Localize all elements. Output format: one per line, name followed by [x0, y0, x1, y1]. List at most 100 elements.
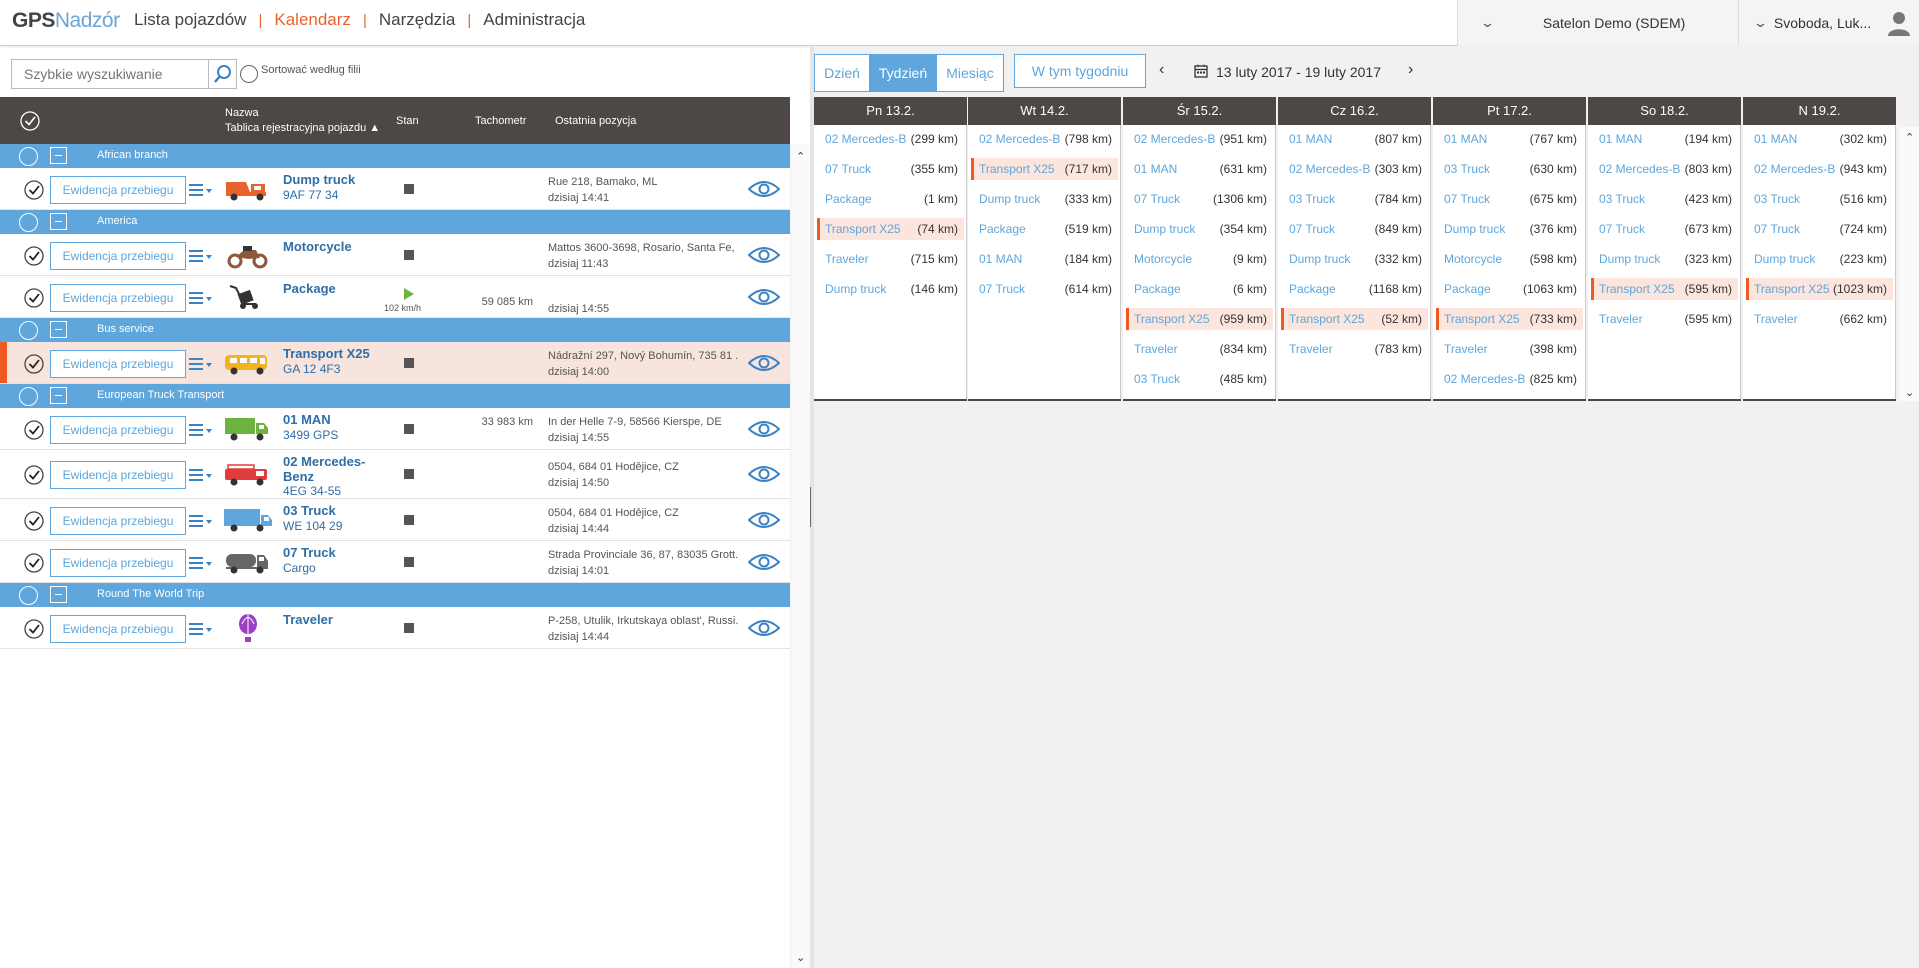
trip-vehicle-name[interactable]: Dump truck	[979, 192, 1041, 206]
trip-entry[interactable]: Package (6 km)	[1126, 278, 1273, 300]
this-week-button[interactable]: W tym tygodniu	[1014, 54, 1146, 88]
trip-vehicle-name[interactable]: Traveler	[1754, 312, 1798, 326]
eye-icon[interactable]	[747, 287, 781, 307]
vehicle-checkbox[interactable]	[24, 465, 44, 485]
trip-entry[interactable]: 07 Truck (849 km)	[1281, 218, 1428, 240]
select-all-checkbox[interactable]	[20, 111, 40, 131]
view-week-button[interactable]: Tydzień	[870, 54, 936, 92]
trip-vehicle-name[interactable]: 03 Truck	[1134, 372, 1181, 386]
trip-vehicle-name[interactable]: 07 Truck	[1134, 192, 1181, 206]
trip-vehicle-name[interactable]: 01 MAN	[1754, 132, 1798, 146]
trip-vehicle-name[interactable]: Traveler	[1599, 312, 1643, 326]
eye-icon[interactable]	[747, 179, 781, 199]
trip-vehicle-name[interactable]: Transport X25	[1444, 312, 1520, 326]
trip-vehicle-name[interactable]: 01 MAN	[1444, 132, 1488, 146]
trip-entry[interactable]: 01 MAN (807 km)	[1281, 128, 1428, 150]
trip-entry[interactable]: 02 Mercedes-B (803 km)	[1591, 158, 1738, 180]
splitter-handle-icon[interactable]	[810, 487, 813, 527]
trip-vehicle-name[interactable]: Dump truck	[1289, 252, 1351, 266]
trip-entry[interactable]: 03 Truck (784 km)	[1281, 188, 1428, 210]
trip-entry[interactable]: 07 Truck (673 km)	[1591, 218, 1738, 240]
mileage-record-button[interactable]: Ewidencja przebiegu	[50, 415, 186, 444]
collapse-group-icon[interactable]	[50, 586, 67, 603]
trip-entry[interactable]: Transport X25 (595 km)	[1591, 278, 1738, 300]
vehicle-row[interactable]: Ewidencja przebiegu Package 102 km/h 59 085…	[0, 276, 790, 318]
nav-vehicle-list[interactable]: Lista pojazdów	[134, 10, 247, 29]
vehicle-checkbox[interactable]	[24, 618, 44, 639]
eye-icon[interactable]	[747, 353, 781, 373]
trip-vehicle-name[interactable]: Dump truck	[1754, 252, 1816, 266]
vehicle-menu-icon[interactable]	[188, 619, 214, 639]
trip-vehicle-name[interactable]: Package	[1134, 282, 1181, 296]
vehicle-checkbox[interactable]	[24, 419, 44, 440]
trip-vehicle-name[interactable]: 02 Mercedes-B	[979, 132, 1061, 146]
trip-entry[interactable]: 02 Mercedes-B (798 km)	[971, 128, 1118, 150]
trip-entry[interactable]: 03 Truck (516 km)	[1746, 188, 1893, 210]
panel-splitter[interactable]	[810, 47, 814, 968]
trip-entry[interactable]: Traveler (595 km)	[1591, 308, 1738, 330]
group-header[interactable]: African branch	[0, 144, 790, 168]
mileage-record-button[interactable]: Ewidencja przebiegu	[50, 349, 186, 378]
trip-entry[interactable]: 07 Truck (724 km)	[1746, 218, 1893, 240]
scroll-up-icon[interactable]: ⌃	[796, 151, 806, 163]
search-input[interactable]	[11, 59, 209, 89]
group-select-radio[interactable]	[19, 387, 38, 406]
vehicle-row[interactable]: Ewidencja przebiegu Dump truck 9AF 77 34 Ru…	[0, 168, 790, 210]
trip-vehicle-name[interactable]: Transport X25	[825, 222, 901, 236]
vehicle-row[interactable]: Ewidencja przebiegu 03 Truck WE 104 29 0504…	[0, 499, 790, 541]
vehicle-menu-icon[interactable]	[188, 246, 214, 266]
trip-vehicle-name[interactable]: 02 Mercedes-B	[1289, 162, 1371, 176]
vehicle-name[interactable]: Transport X25	[283, 346, 370, 361]
trip-entry[interactable]: 01 MAN (767 km)	[1436, 128, 1583, 150]
vehicle-name[interactable]: Traveler	[283, 612, 333, 627]
mileage-record-button[interactable]: Ewidencja przebiegu	[50, 241, 186, 270]
vehicle-row[interactable]: Ewidencja przebiegu Traveler P-258, Utulik…	[0, 607, 790, 649]
group-header[interactable]: European Truck Transport	[0, 384, 790, 408]
trip-entry[interactable]: 07 Truck (614 km)	[971, 278, 1118, 300]
calendar-scrollbar[interactable]: ⌃ ⌄	[1899, 127, 1919, 401]
trip-entry[interactable]: 01 MAN (302 km)	[1746, 128, 1893, 150]
nav-tools[interactable]: Narzędzia	[378, 10, 456, 29]
trip-vehicle-name[interactable]: 07 Truck	[1754, 222, 1801, 236]
trip-vehicle-name[interactable]: Traveler	[1289, 342, 1333, 356]
trip-vehicle-name[interactable]: 07 Truck	[1444, 192, 1491, 206]
eye-icon[interactable]	[747, 419, 781, 439]
vehicle-list-scrollbar[interactable]: ⌃ ⌄	[790, 144, 810, 968]
scroll-down-icon[interactable]: ⌄	[796, 952, 806, 964]
trip-entry[interactable]: Package (1063 km)	[1436, 278, 1583, 300]
trip-vehicle-name[interactable]: Package	[1444, 282, 1491, 296]
collapse-group-icon[interactable]	[50, 321, 67, 338]
mileage-record-button[interactable]: Ewidencja przebiegu	[50, 506, 186, 535]
trip-vehicle-name[interactable]: Dump truck	[1444, 222, 1506, 236]
scroll-up-icon[interactable]: ⌃	[1905, 132, 1915, 144]
mileage-record-button[interactable]: Ewidencja przebiegu	[50, 548, 186, 577]
trip-entry[interactable]: Transport X25 (1023 km)	[1746, 278, 1893, 300]
vehicle-name[interactable]: 03 Truck	[283, 503, 336, 518]
vehicle-menu-icon[interactable]	[188, 420, 214, 440]
trip-vehicle-name[interactable]: 02 Mercedes-B	[1754, 162, 1836, 176]
eye-icon[interactable]	[747, 618, 781, 638]
view-day-button[interactable]: Dzień	[814, 54, 870, 92]
trip-vehicle-name[interactable]: Traveler	[1134, 342, 1178, 356]
trip-entry[interactable]: Transport X25 (74 km)	[817, 218, 964, 240]
vehicle-name[interactable]: Package	[283, 281, 336, 296]
vehicle-name[interactable]: 01 MAN	[283, 412, 331, 427]
vehicle-name[interactable]: 02 Mercedes-Benz	[283, 454, 366, 484]
vehicle-menu-icon[interactable]	[188, 180, 214, 200]
trip-entry[interactable]: Dump truck (146 km)	[817, 278, 964, 300]
trip-entry[interactable]: Traveler (398 km)	[1436, 338, 1583, 360]
nav-calendar[interactable]: Kalendarz	[274, 10, 351, 29]
trip-entry[interactable]: 02 Mercedes-B (951 km)	[1126, 128, 1273, 150]
trip-entry[interactable]: Motorcycle (9 km)	[1126, 248, 1273, 270]
sort-by-branch-radio[interactable]	[240, 65, 258, 83]
mileage-record-button[interactable]: Ewidencja przebiegu	[50, 461, 186, 489]
trip-entry[interactable]: Transport X25 (52 km)	[1281, 308, 1428, 330]
vehicle-row[interactable]: Ewidencja przebiegu Transport X25 GA 12 4F…	[0, 342, 790, 384]
vehicle-checkbox[interactable]	[24, 179, 44, 200]
logo[interactable]: GPSNadzór	[12, 9, 120, 32]
trip-vehicle-name[interactable]: 02 Mercedes-B	[1599, 162, 1681, 176]
vehicle-name[interactable]: Dump truck	[283, 172, 356, 187]
trip-entry[interactable]: Dump truck (376 km)	[1436, 218, 1583, 240]
trip-vehicle-name[interactable]: Transport X25	[1599, 282, 1675, 296]
trip-vehicle-name[interactable]: Transport X25	[1289, 312, 1365, 326]
